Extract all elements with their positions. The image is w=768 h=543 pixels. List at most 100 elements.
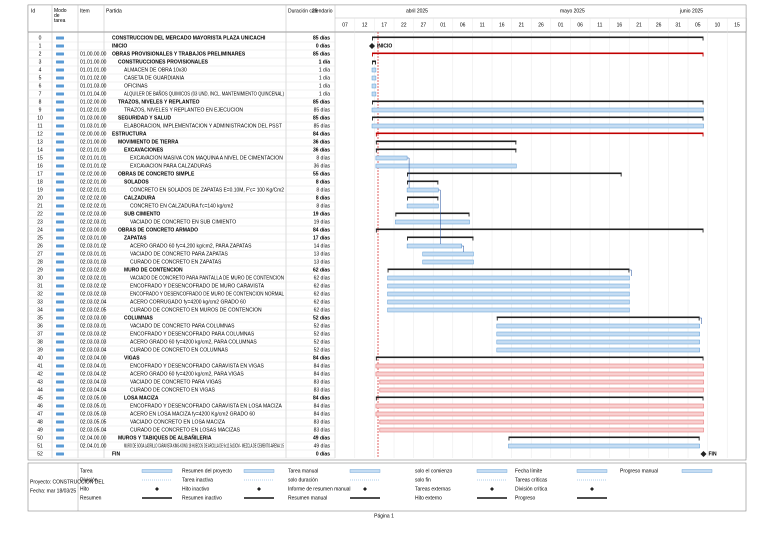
row-id: 48 — [37, 419, 43, 425]
row-duracion: 84 días — [313, 227, 330, 233]
row-item: 02.03.01.02 — [80, 243, 107, 249]
summary-bar — [372, 116, 704, 119]
task-bar — [508, 443, 700, 449]
summary-cap — [375, 396, 377, 401]
summary-cap — [372, 116, 373, 121]
row-partida: OBRAS DE CONCRETO SIMPLE — [118, 171, 195, 177]
row-item: 02.01.01.01 — [80, 155, 107, 161]
summary-cap — [698, 436, 700, 441]
mode-icon — [56, 428, 64, 432]
task-bar — [371, 123, 704, 129]
row-id: 3 — [39, 59, 42, 65]
row-partida: ENCOFRADO Y DESENCOFRADO DE MURO CARAVIS… — [130, 283, 265, 289]
row-item: 02.01.01.02 — [80, 163, 107, 169]
task-bar — [375, 155, 408, 161]
row-id: 12 — [37, 131, 43, 137]
timescale-day: 16 — [499, 22, 505, 28]
timescale-month: abril 2025 — [406, 8, 428, 14]
row-partida: OBRAS DE CONCRETO ARMADO — [118, 227, 198, 233]
row-duracion: 8 días — [316, 179, 330, 185]
row-duracion: 8 días — [316, 187, 330, 193]
row-duracion: 62 días — [314, 283, 331, 289]
row-partida: CURADO DE CONCRETO EN MUROS DE CONTENCIO… — [130, 307, 262, 313]
mode-icon — [56, 244, 64, 248]
timescale-day: 21 — [519, 22, 525, 28]
mode-icon — [56, 308, 64, 312]
legend-label: Tareas externas — [415, 486, 451, 492]
row-duracion: 14 días — [314, 243, 331, 249]
task-bar — [422, 251, 474, 257]
summary-cap — [375, 356, 377, 361]
mode-icon — [56, 100, 64, 104]
timescale-day: 26 — [538, 22, 544, 28]
row-duracion: 1 día — [319, 67, 330, 73]
mode-icon — [56, 396, 64, 400]
row-item: 02.03.03.03 — [80, 339, 107, 345]
row-item: 02.03.01.03 — [80, 259, 107, 265]
row-id: 31 — [37, 283, 43, 289]
dependency-link — [407, 157, 410, 188]
row-partida: SOLADOS — [124, 179, 149, 185]
row-duracion: 85 días — [313, 99, 330, 105]
row-item: 01.01.02.00 — [80, 75, 107, 81]
summary-cap — [372, 36, 373, 41]
critical-task-bar — [375, 363, 704, 369]
summary-bar — [407, 196, 439, 199]
row-id: 26 — [37, 243, 43, 249]
mode-icon — [56, 44, 64, 48]
row-id: 44 — [37, 387, 43, 393]
row-partida: CURADO DE CONCRETO EN VIGAS — [130, 387, 216, 393]
summary-bar — [395, 212, 470, 215]
timescale-day: 12 — [362, 22, 368, 28]
summary-cap — [702, 132, 704, 137]
row-id: 35 — [37, 315, 43, 321]
row-item: 02.01.00.00 — [80, 139, 107, 145]
legend-label: solo fin — [415, 477, 431, 483]
mode-icon — [56, 164, 64, 168]
mode-icon — [56, 436, 64, 440]
mode-icon — [56, 36, 64, 40]
row-item: 02.03.04.02 — [80, 371, 107, 377]
milestone — [369, 43, 375, 49]
legend-label: solo duración — [288, 477, 318, 483]
row-item: 02.02.03.00 — [80, 211, 107, 217]
timescale-day: 11 — [597, 22, 602, 28]
row-duracion: 1 día — [319, 83, 330, 89]
timescale-day: 07 — [342, 22, 348, 28]
critical-task-bar — [379, 379, 704, 385]
row-id: 45 — [37, 395, 43, 401]
legend-label: solo el comienzo — [415, 468, 452, 474]
summary-bar — [375, 396, 704, 399]
row-partida: ALMACEN DE OBRA 10x30 — [124, 67, 187, 73]
row-partida: ENCOFRADO Y DESENCOFRADO CARAVISTA EN VI… — [130, 363, 264, 369]
row-item: 01.00.00.00 — [80, 51, 107, 57]
mode-icon — [56, 196, 64, 200]
row-duracion: 1 día — [319, 59, 331, 65]
row-item: 02.03.01.01 — [80, 251, 107, 257]
row-item: 02.03.03.01 — [80, 323, 107, 329]
row-partida: VACIADO CONCRETO EN LOSA MACIZA — [130, 419, 226, 425]
timescale-day: 26 — [656, 22, 662, 28]
row-duracion: 36 días — [313, 139, 330, 145]
row-id: 38 — [37, 339, 43, 345]
timescale-day: 21 — [636, 22, 642, 28]
summary-cap — [702, 100, 704, 105]
column-header: Partida — [106, 8, 122, 14]
row-duracion: 84 días — [313, 131, 330, 137]
legend-symbol — [477, 497, 507, 499]
row-partida: EXCAVACION MASIVA CON MAQUINA A NIVEL DE… — [130, 155, 283, 161]
mode-icon — [56, 212, 64, 216]
row-partida: ACERO EN LOSA MACIZA fy=4200 Kg/cm2 GRAD… — [130, 411, 255, 417]
mode-icon — [56, 420, 64, 424]
row-id: 5 — [39, 75, 42, 81]
milestone — [700, 451, 707, 457]
row-partida: ACERO GRADO 60 fy=4,200 kg/cm2, PARA ZAP… — [130, 243, 252, 249]
summary-cap — [372, 60, 373, 65]
row-partida: CASETA DE GUARDIANIA — [124, 75, 185, 81]
row-duracion: 84 días — [314, 363, 331, 369]
summary-cap — [407, 180, 408, 185]
timescale-month: 26 — [312, 8, 318, 14]
summary-bar — [375, 132, 704, 135]
summary-bar — [387, 268, 630, 271]
